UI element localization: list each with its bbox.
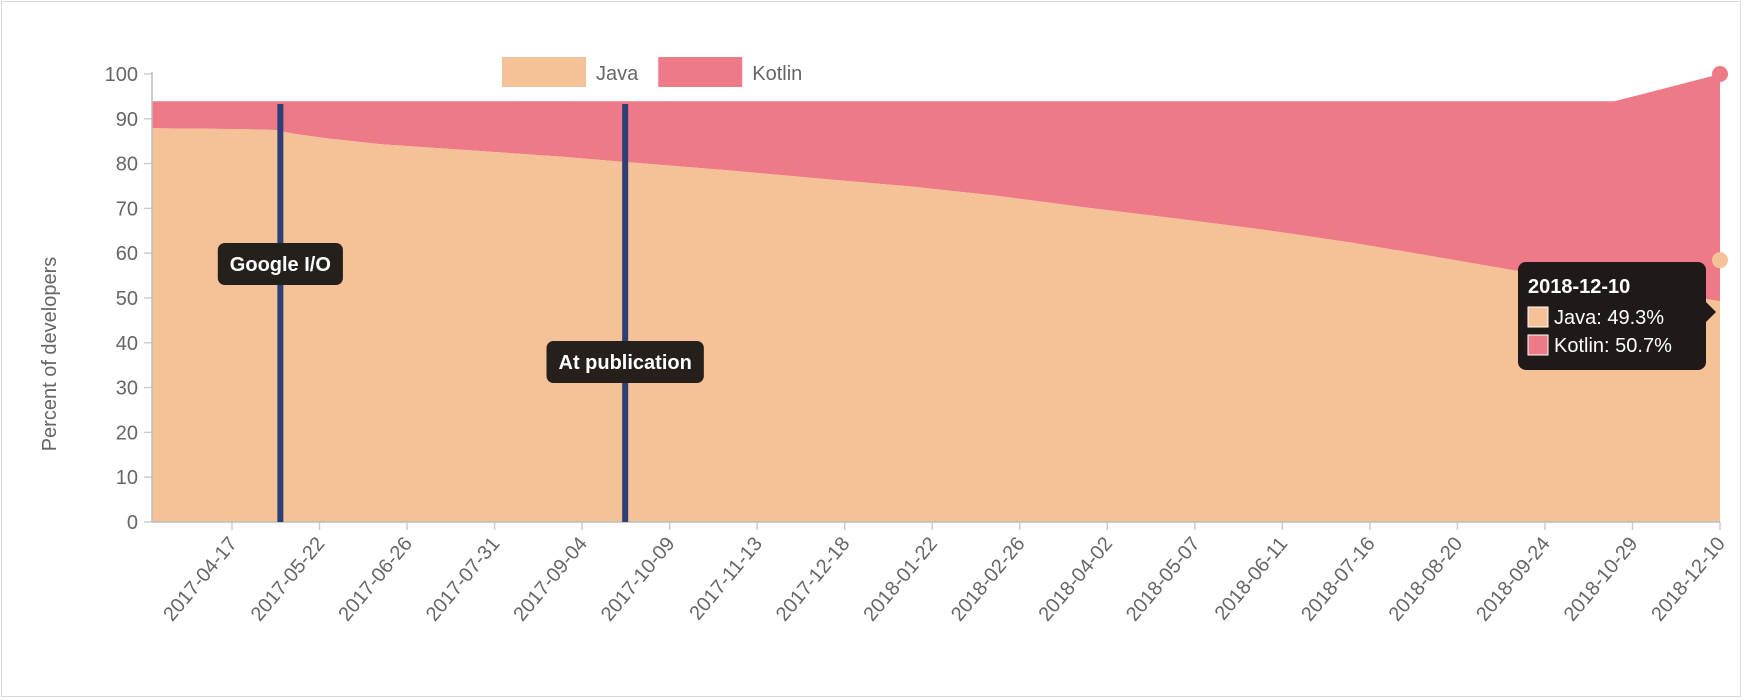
y-tick-label: 10 (116, 467, 138, 489)
y-tick-label: 60 (116, 243, 138, 265)
x-tick-label: 2018-02-26 (947, 533, 1030, 626)
x-tick-label: 2017-06-26 (334, 533, 417, 626)
annotation-box (217, 243, 343, 285)
tooltip-item: Kotlin: 50.7% (1554, 335, 1672, 357)
tooltip-swatch (1527, 334, 1549, 356)
x-tick-label: 2018-05-07 (1122, 533, 1205, 626)
axes (151, 72, 1720, 523)
kotlin-point-marker (1712, 66, 1728, 82)
area-series (152, 66, 1728, 522)
y-tick-label: 0 (127, 512, 138, 534)
tooltip-box (1518, 262, 1706, 370)
legend-label-java: Java (596, 63, 639, 85)
java-point-marker (1712, 252, 1728, 269)
legend-label-kotlin: Kotlin (752, 63, 802, 85)
x-tick-label: 2018-12-10 (1647, 533, 1730, 626)
x-tick-label: 2018-01-22 (859, 533, 942, 626)
y-tick-label: 100 (105, 64, 138, 86)
tooltip-item: Java: 49.3% (1554, 307, 1664, 329)
y-axis-ticks: 0 10 20 30 40 50 60 70 80 90 100 (105, 64, 152, 534)
legend-swatch-java (502, 57, 586, 87)
y-tick-label: 20 (116, 422, 138, 444)
tooltip: 2018-12-10 Java: 49.3% Kotlin: 50.7% (1518, 262, 1716, 370)
x-tick-label: 2017-07-31 (422, 533, 505, 626)
x-tick-label: 2018-07-16 (1297, 533, 1380, 626)
y-tick-label: 90 (116, 109, 138, 131)
x-tick-label: 2017-09-04 (509, 533, 592, 626)
annotations: Google I/O At publication (217, 104, 704, 522)
x-tick-label: 2018-06-11 (1211, 533, 1293, 624)
legend-swatch-kotlin (658, 57, 743, 87)
y-tick-label: 40 (116, 333, 138, 355)
tooltip-caret (1706, 302, 1716, 322)
x-axis-ticks: 2017-04-17 2017-05-22 2017-06-26 2017-07-31… (159, 522, 1730, 626)
annotation-label: Google I/O (217, 243, 343, 285)
x-tick-label: 2018-04-02 (1035, 533, 1118, 626)
x-tick-label: 2017-04-17 (159, 533, 242, 626)
annotation-label: At publication (546, 341, 704, 383)
x-tick-label: 2017-05-22 (247, 533, 330, 626)
x-tick-label: 2017-11-13 (685, 533, 767, 624)
java-area (152, 128, 1720, 522)
annotation-box (546, 341, 704, 383)
kotlin-area (152, 74, 1720, 302)
x-tick-label: 2018-09-24 (1472, 533, 1555, 626)
annotation-text: At publication (559, 352, 692, 374)
x-tick-label: 2018-10-29 (1560, 533, 1643, 626)
y-tick-label: 80 (116, 154, 138, 176)
x-tick-label: 2017-10-09 (597, 533, 680, 626)
annotation-text: Google I/O (230, 254, 331, 276)
tooltip-swatch (1527, 306, 1549, 328)
y-axis-label: Percent of developers (39, 257, 61, 452)
x-tick-label: 2018-08-20 (1385, 533, 1468, 626)
y-tick-label: 30 (116, 378, 138, 400)
legend: Java Kotlin (502, 57, 802, 87)
tooltip-title: 2018-12-10 (1528, 276, 1630, 298)
x-tick-label: 2017-12-18 (772, 533, 855, 626)
y-tick-label: 50 (116, 288, 138, 310)
y-tick-label: 70 (116, 198, 138, 220)
